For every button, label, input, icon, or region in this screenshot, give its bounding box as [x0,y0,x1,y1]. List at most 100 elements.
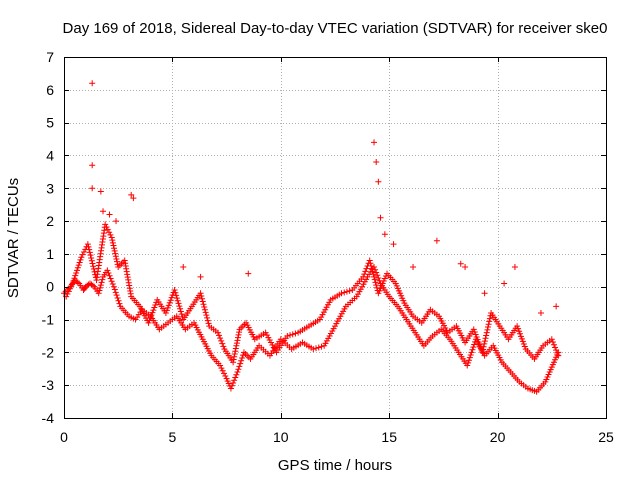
data-point [483,329,490,336]
data-point [287,332,294,339]
data-point [146,317,153,324]
data-point [368,262,375,269]
data-point [175,300,182,307]
data-point [480,343,487,350]
data-point [147,314,154,321]
data-point [99,276,106,283]
data-point [222,372,229,379]
data-point [480,346,487,353]
data-point [554,349,561,356]
data-point [173,295,180,302]
data-point [234,334,241,341]
x-tick-label: 0 [60,429,68,445]
chart-title: Day 169 of 2018, Sidereal Day-to-day VTE… [63,20,608,37]
data-point [375,274,382,281]
data-points [61,80,562,395]
data-point [289,331,296,338]
data-point [374,272,381,279]
data-point [484,326,491,333]
data-point [172,289,179,296]
data-point [361,271,368,278]
data-point [203,312,210,319]
data-point [178,311,185,318]
data-point [89,282,96,289]
y-axis-label: SDTVAR / TECUs [5,178,22,298]
data-point [514,323,521,330]
data-point [238,357,245,364]
data-point [100,208,107,215]
data-point [103,223,110,230]
data-point [230,356,237,363]
data-point [217,335,224,342]
data-point [218,365,225,372]
x-tick-label: 15 [381,429,397,445]
data-point [90,263,97,270]
data-point [338,290,345,297]
data-point [236,329,243,336]
data-point [362,268,369,275]
data-point [173,292,180,299]
y-tick-label: 0 [46,279,54,295]
data-point [74,264,81,271]
data-point [84,241,91,248]
data-point [200,301,207,308]
y-tick-label: 2 [46,213,54,229]
data-point [245,270,252,277]
data-point [237,360,244,367]
data-point [232,345,239,352]
data-point [112,289,119,296]
data-point [371,139,378,146]
data-point [151,304,158,311]
data-point [481,338,488,345]
data-point [116,300,123,307]
data-point [318,343,325,350]
data-point [106,229,113,236]
data-point [111,286,118,293]
data-point [343,288,350,295]
data-point [89,185,96,192]
data-point [516,328,523,335]
data-point [474,336,481,343]
y-tick-label: 7 [46,49,54,65]
data-point [550,341,557,348]
data-point [457,260,464,267]
data-point [390,241,397,248]
data-point [315,344,322,351]
data-point [87,252,94,259]
y-tick-label: -3 [42,377,55,393]
data-point [468,349,475,356]
data-point [232,348,239,355]
data-point [163,307,170,314]
data-point [220,370,227,377]
data-point [113,255,120,262]
data-point [121,257,128,264]
data-point [174,297,181,304]
data-point [107,231,114,238]
data-point [205,320,212,327]
data-point [89,80,96,87]
data-point [373,159,380,166]
data-point [366,257,373,264]
data-point [76,259,83,266]
data-point [471,328,478,335]
data-point [73,269,80,276]
data-point [75,262,82,269]
data-point [98,279,105,286]
data-point [110,242,117,249]
data-point [202,309,209,316]
data-point [198,293,205,300]
data-point [227,385,234,392]
data-point [125,279,132,286]
data-point [68,283,75,290]
x-tick-label: 10 [273,429,289,445]
data-point [479,349,486,356]
data-point [111,245,118,252]
data-point [284,332,291,339]
data-point [70,277,77,284]
data-point [85,243,92,250]
data-point [235,366,242,373]
data-point [370,271,377,278]
data-point [79,251,86,258]
data-point [219,367,226,374]
data-point [520,340,527,347]
